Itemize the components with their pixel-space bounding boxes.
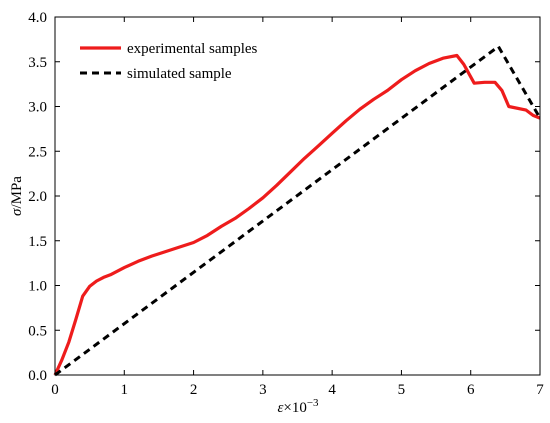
x-tick-label: 4 <box>328 382 336 398</box>
x-tick-label: 2 <box>190 382 198 398</box>
x-tick-label: 3 <box>259 382 267 398</box>
y-tick-label: 1.0 <box>28 279 47 295</box>
y-axis-label: σ/MPa <box>9 176 25 216</box>
legend-label-0: experimental samples <box>127 41 258 57</box>
x-tick-label: 6 <box>467 382 475 398</box>
x-tick-label: 5 <box>398 382 406 398</box>
axis-ticks: 0 1 2 3 4 5 6 7 0.0 0.5 1.0 1.5 2.0 2.5 3.0 3.5 4.0 <box>28 10 544 398</box>
x-tick-label: 0 <box>51 382 59 398</box>
x-axis-label: ε×10−3 <box>277 397 319 416</box>
y-tick-label: 2.5 <box>28 144 47 160</box>
y-tick-label: 1.5 <box>28 234 47 250</box>
legend-label-1: simulated sample <box>127 66 232 82</box>
y-tick-label: 3.0 <box>28 100 47 116</box>
x-tick-label: 1 <box>121 382 129 398</box>
y-tick-label: 0.5 <box>28 323 47 339</box>
y-tick-label: 3.5 <box>28 55 47 71</box>
legend: experimental samples simulated sample <box>80 41 258 82</box>
y-tick-label: 0.0 <box>28 368 47 384</box>
y-tick-label: 4.0 <box>28 10 47 26</box>
series-line-1 <box>54 45 542 377</box>
y-tick-label: 2.0 <box>28 189 47 205</box>
plot-marks <box>53 45 542 377</box>
series-line-0 <box>53 53 541 376</box>
x-tick-label: 7 <box>536 382 544 398</box>
